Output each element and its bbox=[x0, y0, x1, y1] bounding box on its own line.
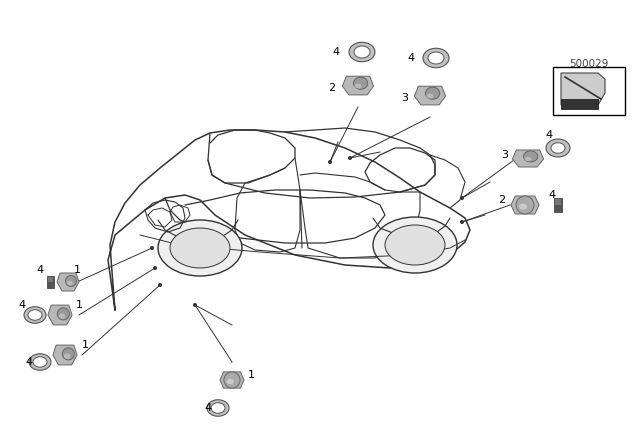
Ellipse shape bbox=[227, 379, 234, 384]
Circle shape bbox=[460, 220, 464, 224]
Circle shape bbox=[328, 160, 332, 164]
Ellipse shape bbox=[28, 310, 42, 320]
Polygon shape bbox=[561, 73, 605, 105]
Ellipse shape bbox=[423, 48, 449, 68]
Ellipse shape bbox=[59, 313, 65, 319]
Text: 4: 4 bbox=[18, 300, 25, 310]
Circle shape bbox=[153, 266, 157, 270]
Polygon shape bbox=[57, 273, 79, 291]
Ellipse shape bbox=[349, 42, 375, 62]
Text: 500029: 500029 bbox=[570, 59, 609, 69]
Polygon shape bbox=[415, 86, 445, 105]
Ellipse shape bbox=[519, 203, 527, 210]
Bar bbox=[553, 67, 625, 115]
Ellipse shape bbox=[516, 196, 534, 214]
Text: 3: 3 bbox=[501, 150, 508, 160]
Bar bbox=[47, 276, 54, 288]
Bar bbox=[561, 99, 598, 109]
Ellipse shape bbox=[524, 157, 532, 161]
Ellipse shape bbox=[29, 354, 51, 370]
Ellipse shape bbox=[426, 87, 440, 99]
Circle shape bbox=[150, 246, 154, 250]
Ellipse shape bbox=[524, 151, 538, 162]
Circle shape bbox=[158, 283, 162, 287]
Ellipse shape bbox=[67, 280, 73, 285]
Ellipse shape bbox=[551, 143, 565, 153]
Text: 1: 1 bbox=[82, 340, 89, 350]
Ellipse shape bbox=[211, 403, 225, 413]
Ellipse shape bbox=[33, 357, 47, 367]
Ellipse shape bbox=[355, 84, 362, 89]
Text: 1: 1 bbox=[76, 300, 83, 310]
Text: 4: 4 bbox=[36, 265, 43, 275]
Ellipse shape bbox=[64, 353, 70, 359]
Ellipse shape bbox=[385, 225, 445, 265]
Ellipse shape bbox=[354, 46, 370, 58]
Ellipse shape bbox=[207, 400, 229, 416]
Ellipse shape bbox=[428, 52, 444, 64]
Ellipse shape bbox=[62, 348, 74, 360]
Text: 2: 2 bbox=[328, 83, 335, 93]
Bar bbox=[555, 199, 561, 205]
Polygon shape bbox=[511, 196, 539, 214]
Text: 4: 4 bbox=[408, 53, 415, 63]
Text: 4: 4 bbox=[548, 190, 555, 200]
Ellipse shape bbox=[65, 276, 77, 287]
Circle shape bbox=[348, 156, 352, 160]
Text: 4: 4 bbox=[333, 47, 340, 57]
Polygon shape bbox=[513, 150, 543, 167]
Polygon shape bbox=[48, 305, 72, 325]
Bar bbox=[47, 277, 52, 282]
Text: 1: 1 bbox=[248, 370, 255, 380]
Circle shape bbox=[460, 196, 464, 200]
Bar bbox=[554, 198, 562, 212]
Text: 1: 1 bbox=[74, 265, 81, 275]
Ellipse shape bbox=[57, 308, 69, 320]
Ellipse shape bbox=[426, 94, 434, 99]
Ellipse shape bbox=[158, 220, 242, 276]
Ellipse shape bbox=[24, 307, 46, 323]
Polygon shape bbox=[342, 76, 374, 95]
Ellipse shape bbox=[353, 77, 368, 89]
Text: 4: 4 bbox=[25, 357, 32, 367]
Ellipse shape bbox=[224, 372, 240, 388]
Text: 3: 3 bbox=[401, 93, 408, 103]
Circle shape bbox=[193, 303, 197, 307]
Polygon shape bbox=[220, 372, 244, 388]
Text: 2: 2 bbox=[498, 195, 505, 205]
Text: 4: 4 bbox=[204, 403, 211, 413]
Ellipse shape bbox=[373, 217, 457, 273]
Ellipse shape bbox=[546, 139, 570, 157]
Polygon shape bbox=[53, 345, 77, 365]
Ellipse shape bbox=[170, 228, 230, 268]
Text: 4: 4 bbox=[545, 130, 552, 140]
